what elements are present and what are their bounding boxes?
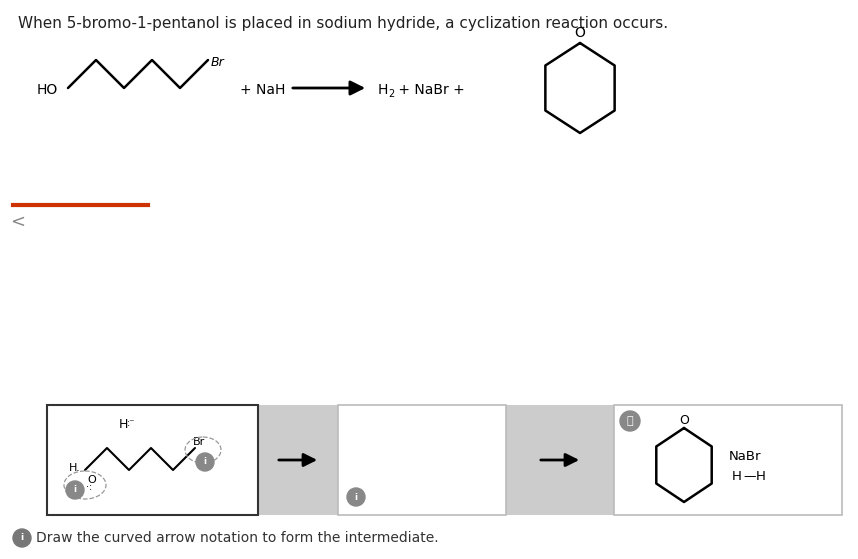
Text: O: O xyxy=(87,475,96,485)
Text: i: i xyxy=(354,492,358,501)
Text: i: i xyxy=(21,533,23,542)
Text: + NaH: + NaH xyxy=(240,83,286,97)
Text: O: O xyxy=(679,414,689,427)
Circle shape xyxy=(13,529,31,547)
Text: i: i xyxy=(203,457,207,467)
Bar xyxy=(338,405,506,515)
Circle shape xyxy=(347,488,365,506)
Text: When 5-bromo-1-pentanol is placed in sodium hydride, a cyclization reaction occu: When 5-bromo-1-pentanol is placed in sod… xyxy=(18,16,668,31)
Text: H: H xyxy=(756,471,766,484)
Text: + NaBr +: + NaBr + xyxy=(394,83,465,97)
Circle shape xyxy=(620,411,640,431)
Text: i: i xyxy=(74,486,76,495)
Text: H.: H. xyxy=(69,463,81,473)
Bar xyxy=(47,405,258,515)
Circle shape xyxy=(196,453,214,471)
Text: H: H xyxy=(119,419,129,432)
Text: :⁻: :⁻ xyxy=(127,418,136,428)
Bar xyxy=(258,405,338,515)
Text: H: H xyxy=(732,471,742,484)
Text: O: O xyxy=(575,26,585,40)
Text: Br: Br xyxy=(211,55,225,69)
Bar xyxy=(506,405,614,515)
Text: HO: HO xyxy=(37,83,58,97)
Text: <: < xyxy=(10,213,25,231)
Text: H: H xyxy=(378,83,389,97)
Text: Br: Br xyxy=(193,437,205,447)
Text: 🔒: 🔒 xyxy=(626,416,633,426)
Text: ·:: ·: xyxy=(86,482,93,492)
Text: —: — xyxy=(743,471,756,484)
Text: 2: 2 xyxy=(388,89,394,99)
Text: NaBr: NaBr xyxy=(729,451,762,463)
Text: Draw the curved arrow notation to form the intermediate.: Draw the curved arrow notation to form t… xyxy=(36,531,438,545)
Bar xyxy=(614,405,842,515)
Circle shape xyxy=(66,481,84,499)
